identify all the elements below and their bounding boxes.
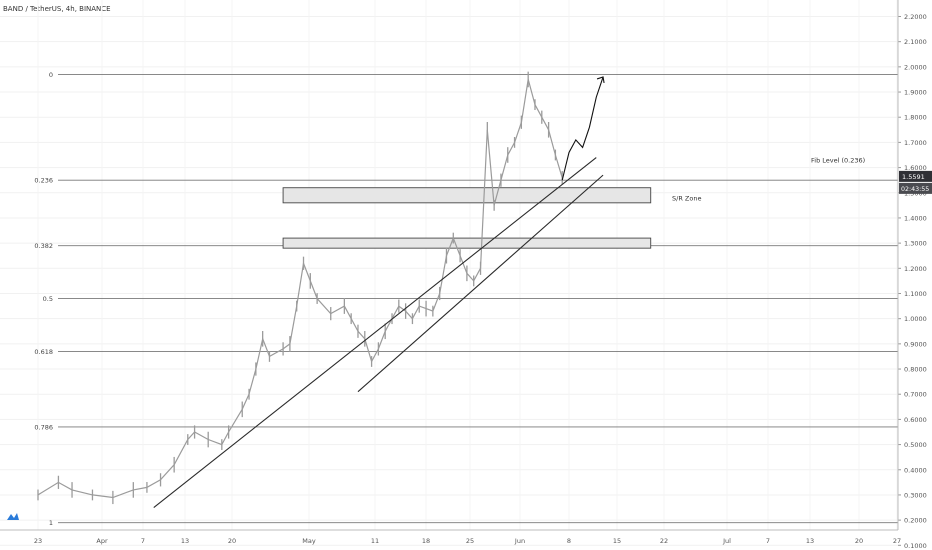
sr-zone-annotation: S/R Zone — [672, 194, 701, 202]
x-axis: 23 Apr 7 13 20 May 11 18 25 Jun 8 15 22 Jul 7 13 20 27 — [0, 529, 901, 545]
sr-zones — [282, 187, 652, 249]
last-price-marker: 1.5591 02:43:55 — [899, 170, 932, 194]
x-tick-label: 22 — [660, 537, 668, 545]
y-tick-label: 0.9000 — [904, 340, 927, 348]
y-tick-label: 0.6000 — [904, 416, 927, 424]
x-tick-label: Jul — [722, 537, 731, 545]
x-tick-label: Jun — [514, 537, 525, 545]
fib-level-label: 0 — [49, 71, 53, 79]
arrow-head-icon — [596, 76, 605, 84]
x-tick-label: May — [302, 537, 316, 545]
sr-zone-box — [282, 237, 652, 249]
trendline — [153, 157, 597, 508]
y-tick-label: 0.1000 — [904, 542, 927, 550]
x-tick-label: 7 — [766, 537, 770, 545]
x-tick-label: 25 — [466, 537, 474, 545]
x-tick-label: Apr — [96, 537, 108, 545]
x-tick-label: 27 — [893, 537, 901, 545]
y-tick-label: 1.9000 — [904, 89, 927, 97]
trendlines — [153, 157, 604, 508]
y-tick-label: 1.7000 — [904, 139, 927, 147]
grid — [0, 0, 898, 546]
y-tick-label: 0.5000 — [904, 441, 927, 449]
last-price-box — [899, 170, 932, 182]
fib-level-label: 0.382 — [34, 242, 53, 250]
y-axis: 0.1000 0.2000 0.3000 0.4000 0.5000 0.6000 0.70… — [897, 0, 927, 550]
y-tick-label: 1.3000 — [904, 240, 927, 248]
x-tick-label: 15 — [613, 537, 621, 545]
symbol-title: BAND / TetherUS, 4h, BINANCE — [3, 5, 111, 13]
fib-level-label: 0.236 — [34, 177, 53, 185]
y-tick-label: 1.2000 — [904, 265, 927, 273]
trendline — [357, 174, 604, 393]
projection-curve — [561, 76, 604, 181]
y-tick-label: 0.3000 — [904, 491, 927, 499]
x-tick-label: 20 — [855, 537, 863, 545]
x-tick-label: 8 — [567, 537, 571, 545]
x-tick-label: 23 — [34, 537, 42, 545]
tradingview-logo-icon[interactable] — [6, 509, 20, 523]
y-tick-label: 0.7000 — [904, 391, 927, 399]
x-tick-label: 7 — [141, 537, 145, 545]
y-tick-label: 0.2000 — [904, 517, 927, 525]
fib-level-label: 0.618 — [34, 348, 53, 356]
y-tick-label: 2.0000 — [904, 63, 927, 71]
y-tick-label: 2.2000 — [904, 13, 927, 21]
x-tick-label: 13 — [806, 537, 814, 545]
countdown-box — [899, 182, 932, 194]
x-tick-label: 11 — [371, 537, 379, 545]
y-tick-label: 1.1000 — [904, 290, 927, 298]
fib-level-label: 0.5 — [43, 295, 53, 303]
price-line — [37, 79, 563, 499]
fib-level-label: 1 — [49, 519, 53, 527]
y-tick-label: 0.4000 — [904, 466, 927, 474]
x-tick-label: 18 — [422, 537, 430, 545]
y-tick-label: 1.8000 — [904, 114, 927, 122]
countdown-label: 02:43:55 — [901, 186, 929, 193]
y-tick-label: 1.6000 — [904, 164, 927, 172]
y-tick-label: 0.8000 — [904, 366, 927, 374]
fib-levels: 0 0.236 0.382 0.5 0.618 0.786 1 — [34, 71, 898, 527]
y-tick-label: 1.0000 — [904, 315, 927, 323]
annotations: Fib Level (0.236) S/R Zone — [672, 157, 865, 203]
fib-level-label: 0.786 — [34, 423, 53, 431]
price-series — [37, 71, 563, 505]
fib-level-annotation: Fib Level (0.236) — [811, 157, 865, 165]
sr-zone-box — [282, 187, 652, 204]
y-tick-label: 2.1000 — [904, 38, 927, 46]
x-tick-label: 20 — [228, 537, 236, 545]
projection-path — [561, 76, 605, 181]
y-tick-label: 1.4000 — [904, 214, 927, 222]
x-tick-label: 13 — [181, 537, 189, 545]
last-price-label: 1.5591 — [902, 173, 925, 181]
